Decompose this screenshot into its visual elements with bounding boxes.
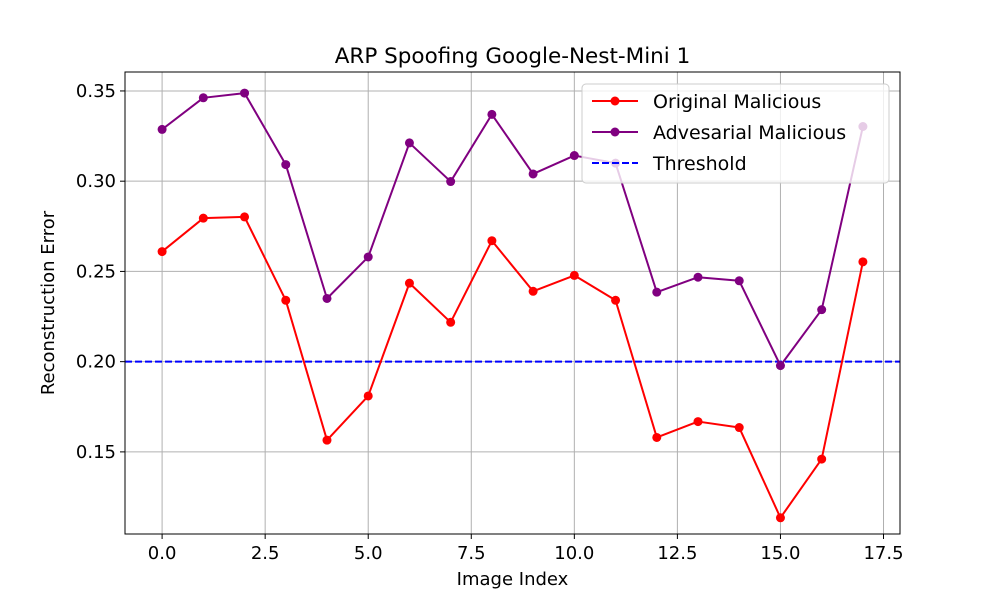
legend-label: Threshold: [652, 153, 747, 175]
x-tick-label: 12.5: [657, 543, 697, 564]
y-tick-label: 0.35: [76, 81, 116, 102]
data-point: [775, 361, 785, 371]
y-tick-label: 0.20: [76, 352, 116, 373]
data-point: [528, 286, 538, 296]
data-point: [446, 317, 456, 327]
data-point: [281, 295, 291, 305]
data-point: [693, 272, 703, 282]
data-point: [322, 293, 332, 303]
x-axis-label: Image Index: [457, 569, 569, 590]
x-tick-label: 7.5: [457, 543, 486, 564]
data-point: [569, 270, 579, 280]
data-point: [487, 109, 497, 119]
data-point: [404, 138, 414, 148]
data-point: [817, 454, 827, 464]
x-tick-label: 15.0: [760, 543, 800, 564]
data-point: [446, 177, 456, 187]
series-line: [161, 92, 864, 367]
legend-label: Original Malicious: [653, 91, 821, 113]
series-1: [157, 212, 868, 523]
x-tick-label: 10.0: [554, 543, 594, 564]
data-point: [487, 236, 497, 246]
data-point: [363, 252, 373, 262]
data-point: [858, 257, 868, 267]
legend-label: Advesarial Malicious: [653, 122, 846, 144]
data-point: [157, 124, 167, 134]
data-point: [528, 169, 538, 179]
data-point: [198, 213, 208, 223]
y-tick-label: 0.25: [76, 261, 116, 282]
x-tick-label: 0.0: [148, 543, 177, 564]
data-point: [281, 160, 291, 170]
data-point: [652, 432, 662, 442]
plot-frame: [124, 71, 901, 535]
axis-ticks: 0.0 2.5 5.0 7.5 10.0 12.5 15.0 17.5 0.15 0.20 0.25…: [76, 81, 904, 564]
data-point: [157, 247, 167, 257]
x-tick-label: 5.0: [354, 543, 383, 564]
x-tick-label: 17.5: [863, 543, 903, 564]
data-point: [734, 423, 744, 433]
data-point: [322, 435, 332, 445]
data-point: [775, 513, 785, 523]
y-tick-label: 0.30: [76, 171, 116, 192]
data-point: [817, 305, 827, 315]
data-point: [693, 417, 703, 427]
data-point: [652, 287, 662, 297]
x-tick-label: 2.5: [251, 543, 280, 564]
data-point: [198, 93, 208, 103]
series-line: [161, 215, 864, 519]
legend-marker: [610, 96, 620, 106]
data-point: [611, 295, 621, 305]
y-axis-label: Reconstruction Error: [38, 210, 59, 395]
y-tick-label: 0.15: [76, 442, 116, 463]
data-point: [240, 88, 250, 98]
legend: Original Malicious Advesarial Malicious Th…: [581, 83, 890, 184]
data-point: [363, 391, 373, 401]
data-point: [569, 151, 579, 161]
data-point: [734, 276, 744, 286]
chart-title: ARP Spoofing Google-Nest-Mini 1: [335, 44, 691, 69]
legend-marker: [610, 127, 620, 137]
legend-box: [581, 83, 890, 184]
data-point: [240, 212, 250, 222]
series-layer: [157, 88, 868, 523]
data-point: [404, 278, 414, 288]
